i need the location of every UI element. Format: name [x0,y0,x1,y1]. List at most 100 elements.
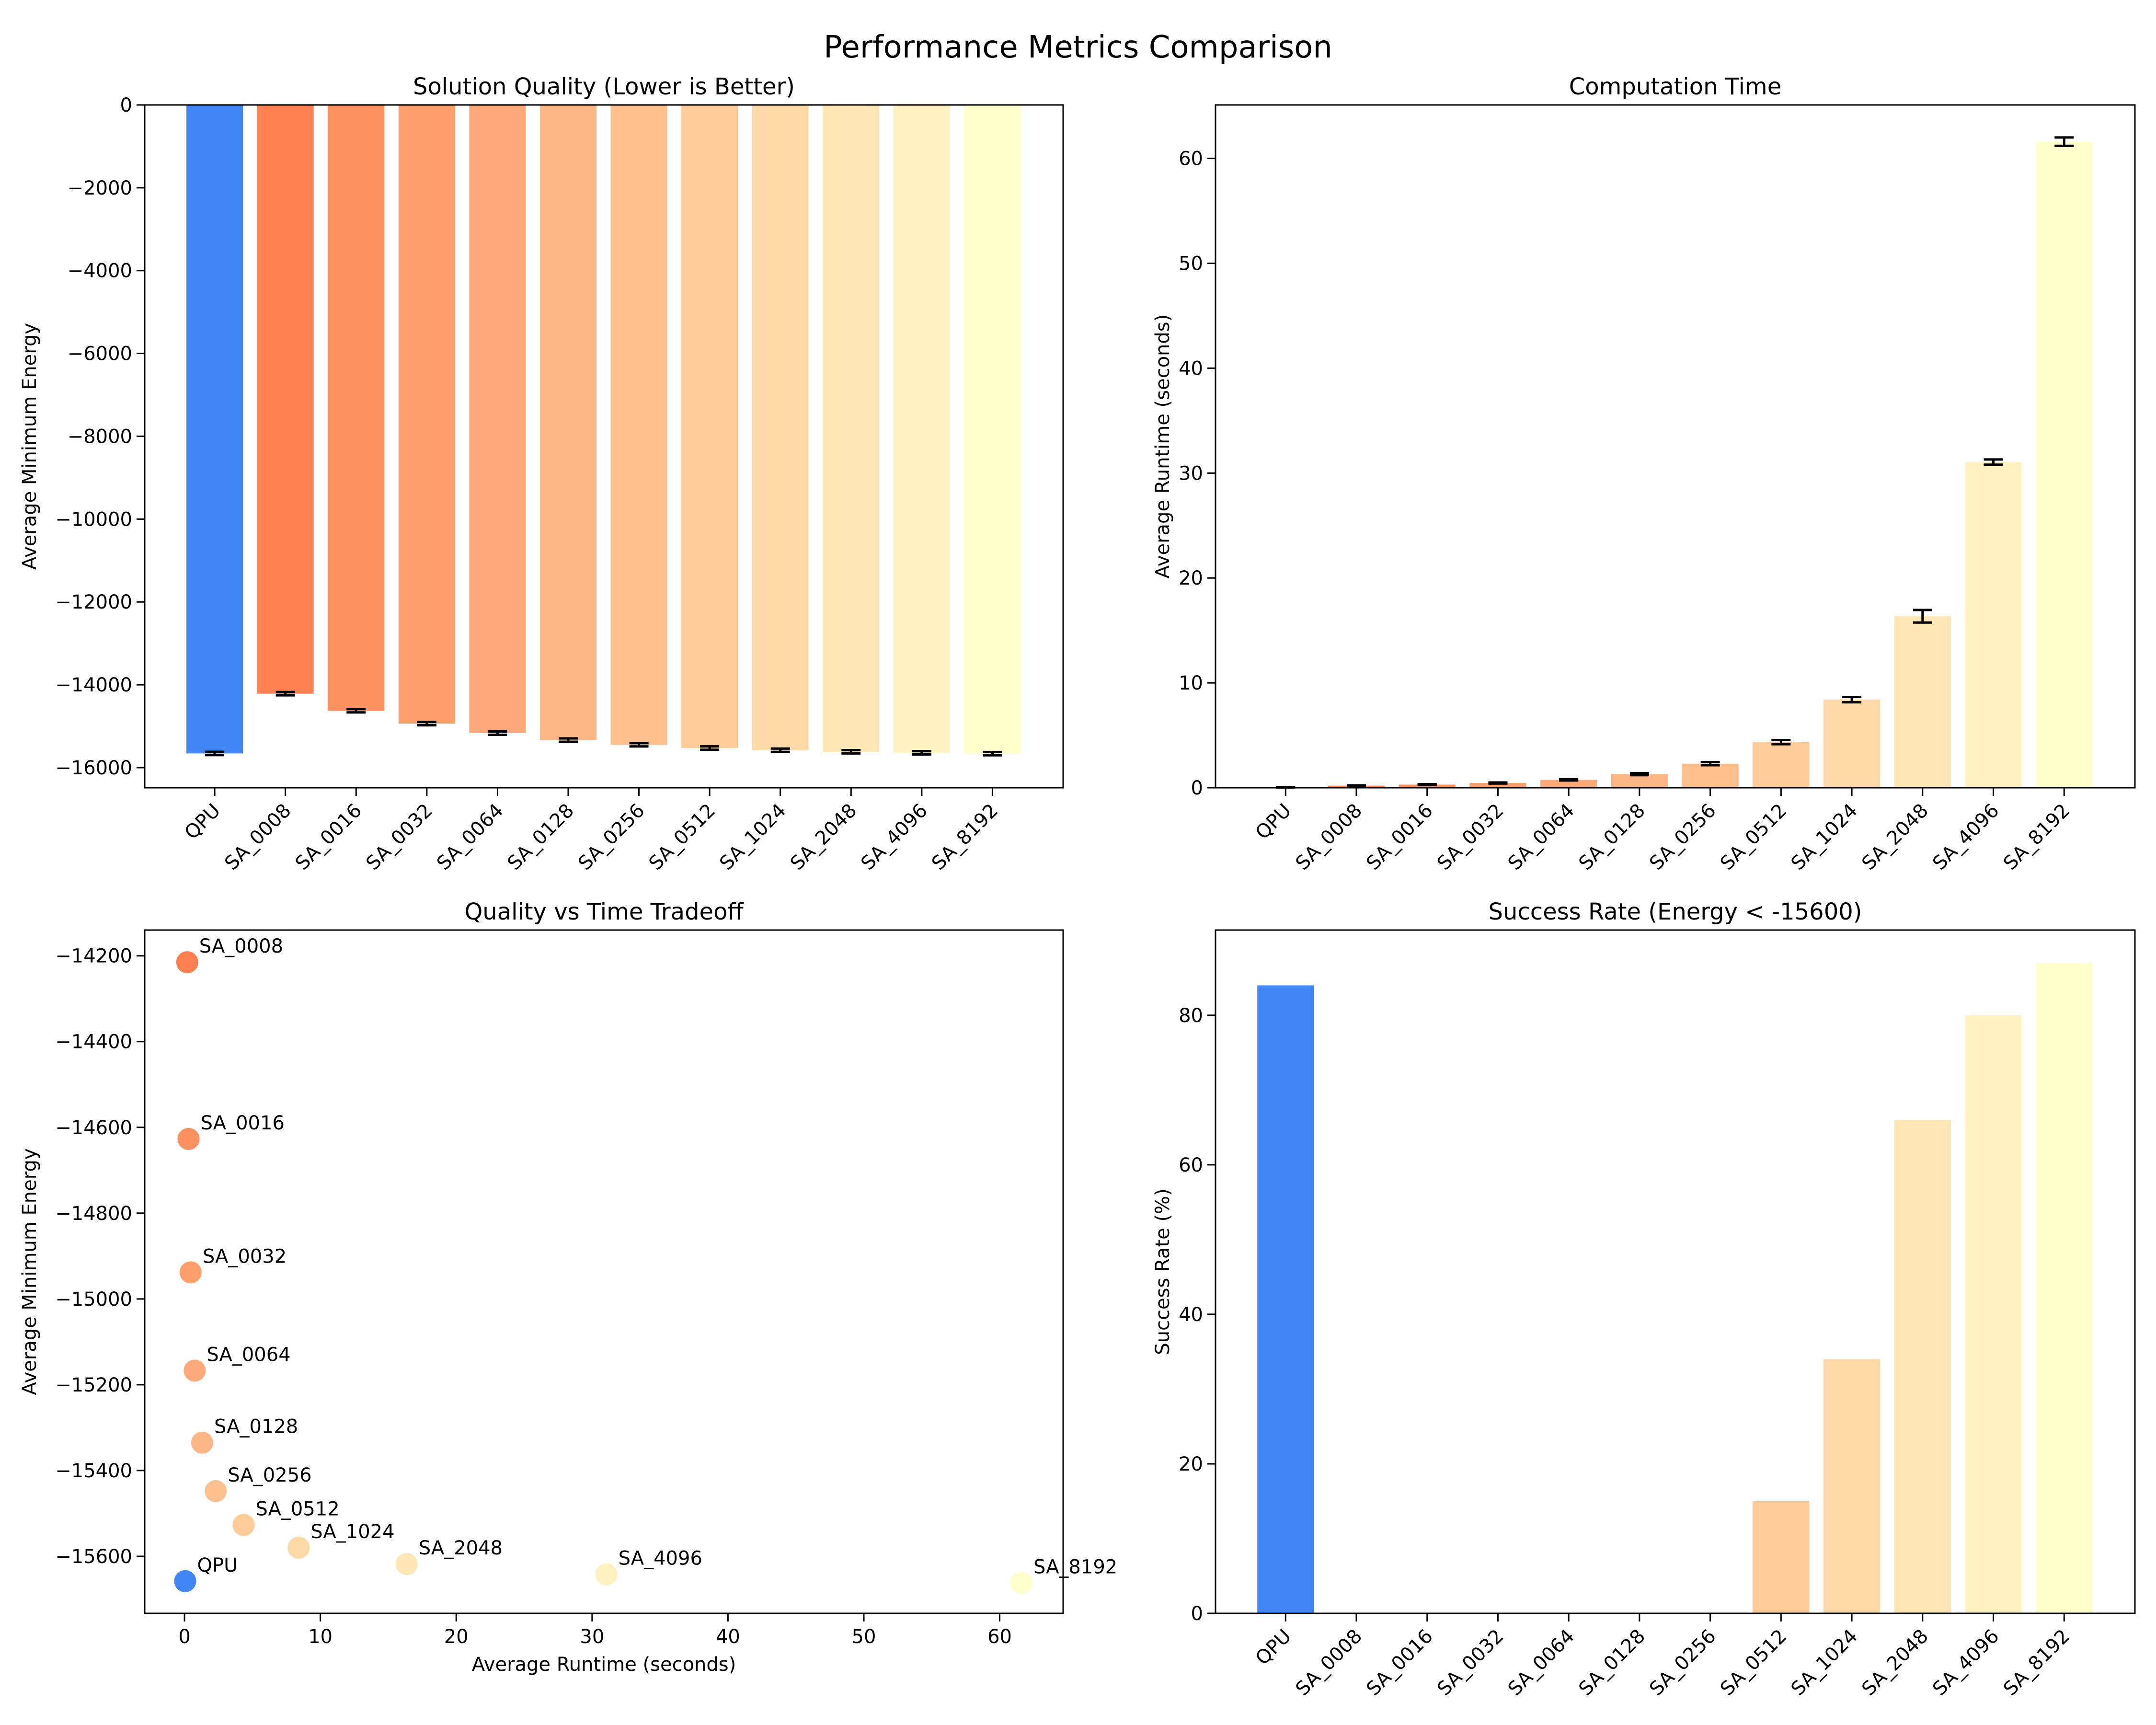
subplot-runtime: Computation Time QPUSA_0008SA_0016SA_0032… [1152,73,2136,874]
y-tick-label: −6000 [68,343,132,365]
y-tick-label: −2000 [68,177,132,199]
x-tick-label: QPU [1251,800,1296,844]
y-tick-label: −14000 [55,674,132,696]
x-tick-label: SA_0032 [362,800,436,874]
bar-SA_4096 [893,105,950,753]
point-SA_0016 [177,1127,200,1150]
x-tick-label: SA_0256 [1645,1625,1720,1700]
bar-SA_1024 [1823,700,1881,788]
x-tick-label: SA_0128 [1574,1625,1649,1700]
y-tick-label: −14400 [55,1031,132,1053]
y-tick-label: 0 [120,94,132,116]
bar-SA_1024 [752,105,809,750]
y-tick-label: 60 [1179,148,1203,170]
y-tick-label: −16000 [55,757,132,779]
x-axis-label: Average Runtime (seconds) [472,1654,736,1676]
bar-SA_0256 [610,105,667,745]
x-tick-label: SA_0016 [291,800,366,874]
subplot-quality: Solution Quality (Lower is Better)QPUSA_… [19,73,1064,874]
bar-SA_0128 [539,105,597,740]
bar-SA_2048 [823,105,880,752]
y-axis-label: Average Runtime (seconds) [1152,314,1174,578]
point-label: SA_4096 [619,1548,702,1570]
subplot-tradeoff: Quality vs Time Tradeoff QPU SA_0008 SA_001… [19,898,1117,1676]
point-label: SA_0512 [255,1498,339,1520]
x-tick-label: SA_0064 [1504,800,1579,874]
point-SA_1024 [287,1537,310,1559]
point-label: QPU [197,1554,238,1576]
point-SA_8192 [1010,1572,1032,1594]
subplot-title: Success Rate (Energy < -15600) [1488,898,1862,925]
point-label: SA_0032 [203,1245,287,1267]
y-tick-label: −15600 [55,1546,132,1568]
x-tick-label: QPU [1251,1625,1296,1670]
point-SA_0128 [191,1431,213,1454]
point-SA_0512 [232,1514,255,1536]
point-SA_0032 [179,1261,202,1284]
y-tick-label: 60 [1179,1154,1203,1176]
y-tick-label: −14800 [55,1203,132,1225]
bar-SA_2048 [1894,616,1951,788]
bar-QPU [1257,985,1314,1613]
y-tick-label: 80 [1179,1005,1203,1027]
y-tick-label: 20 [1179,567,1203,589]
x-tick-label: 10 [308,1626,333,1648]
point-SA_4096 [595,1563,618,1586]
point-label: SA_0064 [206,1344,290,1366]
point-label: SA_0256 [228,1464,311,1486]
y-tick-label: 30 [1179,462,1203,484]
axes-frame [1215,929,2136,1614]
bar-SA_8192 [964,105,1021,754]
y-tick-label: −8000 [68,426,132,448]
x-tick-label: SA_2048 [1858,1625,1932,1700]
x-tick-label: SA_1024 [715,800,790,874]
bar-SA_0032 [1469,783,1526,788]
x-tick-label: SA_0256 [574,800,649,874]
point-SA_2048 [395,1553,418,1576]
x-tick-label: SA_0256 [1645,800,1720,874]
axes-frame [144,104,1064,789]
x-tick-label: SA_0512 [1716,800,1791,874]
y-tick-label: −4000 [68,260,132,282]
point-label: SA_8192 [1033,1556,1117,1578]
y-tick-label: −15400 [55,1460,132,1482]
bar-SA_8192 [2036,963,2093,1613]
point-label: SA_1024 [310,1521,394,1543]
point-label: SA_2048 [419,1537,503,1559]
x-tick-label: SA_0008 [220,800,295,874]
bar-SA_0064 [1540,780,1597,788]
x-tick-label: 50 [852,1626,876,1648]
x-tick-label: SA_0032 [1433,800,1508,874]
bar-SA_0064 [469,105,526,733]
point-SA_0256 [205,1480,227,1502]
y-tick-label: 0 [1191,777,1203,799]
x-tick-label: 0 [178,1626,190,1648]
point-label: SA_0128 [214,1416,298,1438]
y-tick-label: 20 [1179,1453,1203,1475]
bar-SA_1024 [1823,1359,1881,1613]
x-tick-label: QPU [181,800,225,844]
x-tick-label: SA_4096 [1928,800,2003,874]
x-tick-label: SA_0512 [1716,1625,1791,1700]
bar-SA_0256 [1682,763,1739,788]
x-tick-label: SA_0128 [504,800,578,874]
x-tick-label: SA_8192 [928,800,1002,874]
point-label: SA_0008 [199,935,283,957]
subplot-title: Computation Time [1569,73,1781,100]
point-label: SA_0016 [201,1112,285,1134]
point-SA_0064 [183,1359,206,1382]
bar-SA_4096 [1965,462,2022,788]
subplot-success: Success Rate (Energy < -15600) QPUSA_0008… [1152,898,2136,1700]
x-tick-label: SA_2048 [1858,800,1932,874]
point-SA_0008 [176,951,198,974]
x-tick-label: SA_0016 [1362,800,1437,874]
bar-SA_0032 [398,105,455,724]
bar-SA_4096 [1965,1015,2022,1613]
x-tick-label: SA_8192 [1999,1625,2074,1700]
x-tick-label: SA_0128 [1574,800,1649,874]
x-tick-label: SA_0064 [433,800,507,874]
bar-SA_0128 [1611,774,1668,788]
x-tick-label: SA_0008 [1292,1625,1366,1700]
bar-SA_0512 [1753,1501,1810,1613]
x-tick-label: SA_8192 [1999,800,2074,874]
